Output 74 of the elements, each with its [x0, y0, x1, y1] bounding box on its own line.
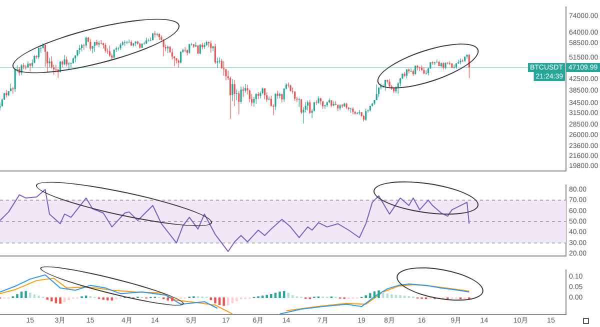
candlestick	[309, 99, 311, 114]
candlestick	[253, 96, 255, 107]
bar	[226, 297, 230, 306]
candlestick	[240, 86, 242, 104]
candlestick	[92, 46, 94, 54]
bar	[292, 295, 294, 298]
candlestick	[384, 79, 386, 92]
bar	[369, 293, 372, 298]
bar	[364, 295, 367, 298]
bar	[278, 292, 281, 298]
candlestick	[238, 90, 240, 115]
bar	[20, 292, 23, 298]
bar	[38, 296, 40, 298]
bar	[166, 297, 169, 301]
candlestick	[274, 93, 276, 110]
candlestick	[6, 90, 8, 98]
bar	[236, 297, 238, 302]
candlestick	[38, 46, 40, 60]
candlestick	[44, 44, 46, 68]
bar	[386, 294, 389, 298]
candlestick	[223, 60, 225, 76]
bar	[287, 292, 290, 298]
bar	[403, 296, 406, 298]
candlestick	[94, 42, 96, 52]
bar	[378, 290, 380, 298]
bar	[390, 294, 393, 298]
bar	[274, 292, 277, 298]
bar	[222, 297, 225, 306]
bar	[270, 294, 272, 298]
bar	[46, 297, 48, 300]
candlestick	[46, 51, 48, 73]
candlestick	[66, 56, 68, 67]
candlestick	[460, 58, 462, 65]
candlestick	[204, 42, 206, 50]
candlestick	[397, 82, 399, 94]
candlestick	[48, 57, 50, 68]
candlestick	[264, 88, 266, 100]
candlestick	[90, 38, 92, 51]
bar	[266, 294, 268, 298]
candlestick	[104, 42, 106, 53]
bar	[171, 297, 174, 302]
bar	[261, 296, 264, 298]
candlestick	[410, 68, 412, 72]
candlestick	[250, 94, 253, 106]
candlestick	[64, 54, 66, 66]
candlestick	[83, 43, 85, 50]
bar	[214, 297, 216, 304]
candlestick	[365, 108, 367, 122]
candlestick	[406, 68, 408, 79]
bar	[84, 296, 88, 298]
candlestick	[154, 30, 156, 38]
candlestick	[234, 80, 236, 107]
candlestick	[283, 88, 285, 102]
candlestick	[232, 78, 234, 102]
candlestick	[180, 50, 182, 64]
candlestick	[376, 84, 378, 101]
candlestick	[218, 57, 220, 64]
candlestick	[210, 40, 212, 54]
bar	[399, 295, 402, 298]
candlestick	[214, 43, 216, 64]
candlestick	[85, 36, 87, 48]
bar	[16, 294, 18, 298]
candlestick	[378, 87, 380, 98]
bar	[24, 291, 27, 298]
candlestick	[416, 64, 418, 71]
candlestick	[300, 98, 302, 114]
candlestick	[255, 93, 257, 104]
candlestick	[248, 89, 250, 103]
bar	[102, 297, 104, 300]
bar	[50, 297, 53, 302]
bar	[59, 297, 62, 304]
candlestick	[98, 40, 100, 48]
bar	[29, 292, 32, 298]
candlestick	[176, 58, 178, 64]
